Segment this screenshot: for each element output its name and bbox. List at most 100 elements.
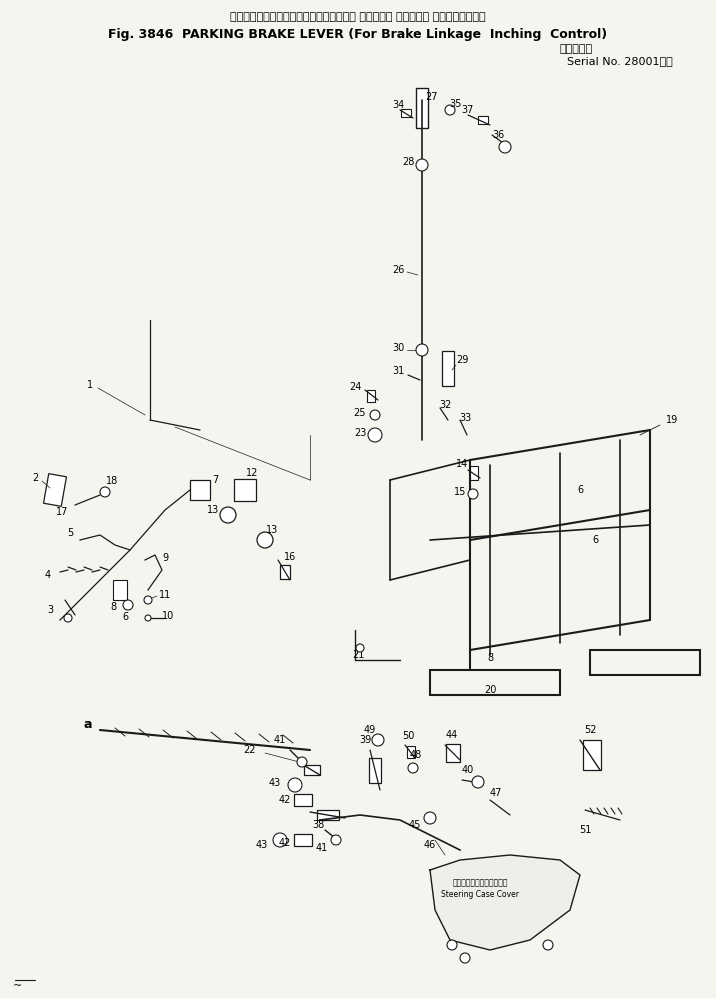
Text: 32: 32 bbox=[439, 400, 451, 410]
Text: Serial No. 28001～）: Serial No. 28001～） bbox=[560, 56, 673, 66]
Circle shape bbox=[424, 812, 436, 824]
Text: a: a bbox=[84, 719, 92, 732]
Text: 44: 44 bbox=[446, 730, 458, 740]
Text: 6: 6 bbox=[577, 485, 583, 495]
Text: 30: 30 bbox=[392, 343, 404, 353]
Text: 33: 33 bbox=[459, 413, 471, 423]
Text: 6: 6 bbox=[122, 612, 128, 622]
Circle shape bbox=[445, 105, 455, 115]
Text: 48: 48 bbox=[410, 750, 422, 760]
Text: Fig. 3846  PARKING BRAKE LEVER (For Brake Linkage  Inching  Control): Fig. 3846 PARKING BRAKE LEVER (For Brake… bbox=[108, 28, 608, 41]
Text: 9: 9 bbox=[162, 553, 168, 563]
Text: 51: 51 bbox=[579, 825, 591, 835]
Text: 20: 20 bbox=[484, 685, 496, 695]
Text: 43: 43 bbox=[256, 840, 268, 850]
Text: 34: 34 bbox=[392, 100, 404, 110]
Text: ステアリングケースカバー: ステアリングケースカバー bbox=[453, 878, 508, 887]
Text: 50: 50 bbox=[402, 731, 414, 741]
Text: 4: 4 bbox=[45, 570, 51, 580]
Circle shape bbox=[372, 734, 384, 746]
Text: 35: 35 bbox=[450, 99, 463, 109]
Text: 10: 10 bbox=[162, 611, 174, 621]
Text: 36: 36 bbox=[492, 130, 504, 140]
Bar bbox=[369, 757, 381, 782]
Text: 1: 1 bbox=[87, 380, 93, 390]
Text: 21: 21 bbox=[352, 650, 364, 660]
Text: Steering Case Cover: Steering Case Cover bbox=[441, 890, 519, 899]
Bar bbox=[446, 744, 460, 762]
Text: 14: 14 bbox=[456, 459, 468, 469]
Text: 26: 26 bbox=[392, 265, 405, 275]
Circle shape bbox=[370, 410, 380, 420]
Bar bbox=[478, 116, 488, 124]
Circle shape bbox=[460, 953, 470, 963]
Bar bbox=[234, 479, 256, 501]
Text: 13: 13 bbox=[207, 505, 219, 515]
Circle shape bbox=[220, 507, 236, 523]
Text: 11: 11 bbox=[159, 590, 171, 600]
Polygon shape bbox=[430, 855, 580, 950]
Bar bbox=[280, 565, 290, 579]
Circle shape bbox=[100, 487, 110, 497]
Text: 13: 13 bbox=[266, 525, 278, 535]
Circle shape bbox=[123, 600, 133, 610]
Circle shape bbox=[356, 644, 364, 652]
Text: 52: 52 bbox=[584, 725, 596, 735]
Text: 3: 3 bbox=[47, 605, 53, 615]
Text: 47: 47 bbox=[490, 788, 502, 798]
Circle shape bbox=[408, 763, 418, 773]
Text: パーキング　ブレーキ　レバー（ブレーキ リンケージ インチング コントロール用）: パーキング ブレーキ レバー（ブレーキ リンケージ インチング コントロール用） bbox=[230, 12, 486, 22]
Circle shape bbox=[416, 344, 428, 356]
Bar bbox=[294, 834, 312, 846]
Text: 8: 8 bbox=[487, 653, 493, 663]
Text: 18: 18 bbox=[106, 476, 118, 486]
Circle shape bbox=[368, 428, 382, 442]
Text: 17: 17 bbox=[56, 507, 68, 517]
Text: 28: 28 bbox=[402, 157, 414, 167]
Text: （適用号機: （適用号機 bbox=[560, 44, 593, 54]
Circle shape bbox=[288, 778, 302, 792]
Text: 23: 23 bbox=[354, 428, 366, 438]
Bar bbox=[583, 740, 601, 770]
Text: 40: 40 bbox=[462, 765, 474, 775]
Bar bbox=[317, 810, 339, 820]
Bar bbox=[44, 474, 67, 506]
Circle shape bbox=[257, 532, 273, 548]
Text: 24: 24 bbox=[349, 382, 361, 392]
Text: 8: 8 bbox=[110, 602, 116, 612]
Circle shape bbox=[331, 835, 341, 845]
Text: 49: 49 bbox=[364, 725, 376, 735]
Text: 27: 27 bbox=[426, 92, 438, 102]
Circle shape bbox=[297, 757, 307, 767]
Bar bbox=[190, 480, 210, 500]
Text: 12: 12 bbox=[246, 468, 258, 478]
Bar bbox=[442, 350, 454, 385]
Bar bbox=[401, 109, 411, 117]
Text: 39: 39 bbox=[359, 735, 371, 745]
Circle shape bbox=[144, 596, 152, 604]
Text: 46: 46 bbox=[424, 840, 436, 850]
Bar bbox=[294, 794, 312, 806]
Circle shape bbox=[499, 141, 511, 153]
Bar bbox=[367, 390, 375, 402]
Text: 43: 43 bbox=[269, 778, 281, 788]
Text: 42: 42 bbox=[279, 795, 291, 805]
Text: 5: 5 bbox=[67, 528, 73, 538]
Bar bbox=[470, 466, 478, 480]
Circle shape bbox=[447, 940, 457, 950]
Text: 15: 15 bbox=[454, 487, 466, 497]
Text: 7: 7 bbox=[212, 475, 218, 485]
Text: 45: 45 bbox=[409, 820, 421, 830]
Text: 41: 41 bbox=[316, 843, 328, 853]
Text: 22: 22 bbox=[243, 745, 256, 755]
Text: 42: 42 bbox=[279, 838, 291, 848]
Circle shape bbox=[416, 159, 428, 171]
Text: 31: 31 bbox=[392, 366, 404, 376]
Circle shape bbox=[543, 940, 553, 950]
Text: 16: 16 bbox=[284, 552, 296, 562]
Text: 29: 29 bbox=[456, 355, 468, 365]
Text: 6: 6 bbox=[592, 535, 598, 545]
Text: 2: 2 bbox=[32, 473, 38, 483]
Bar bbox=[304, 765, 320, 775]
Text: 38: 38 bbox=[312, 820, 324, 830]
